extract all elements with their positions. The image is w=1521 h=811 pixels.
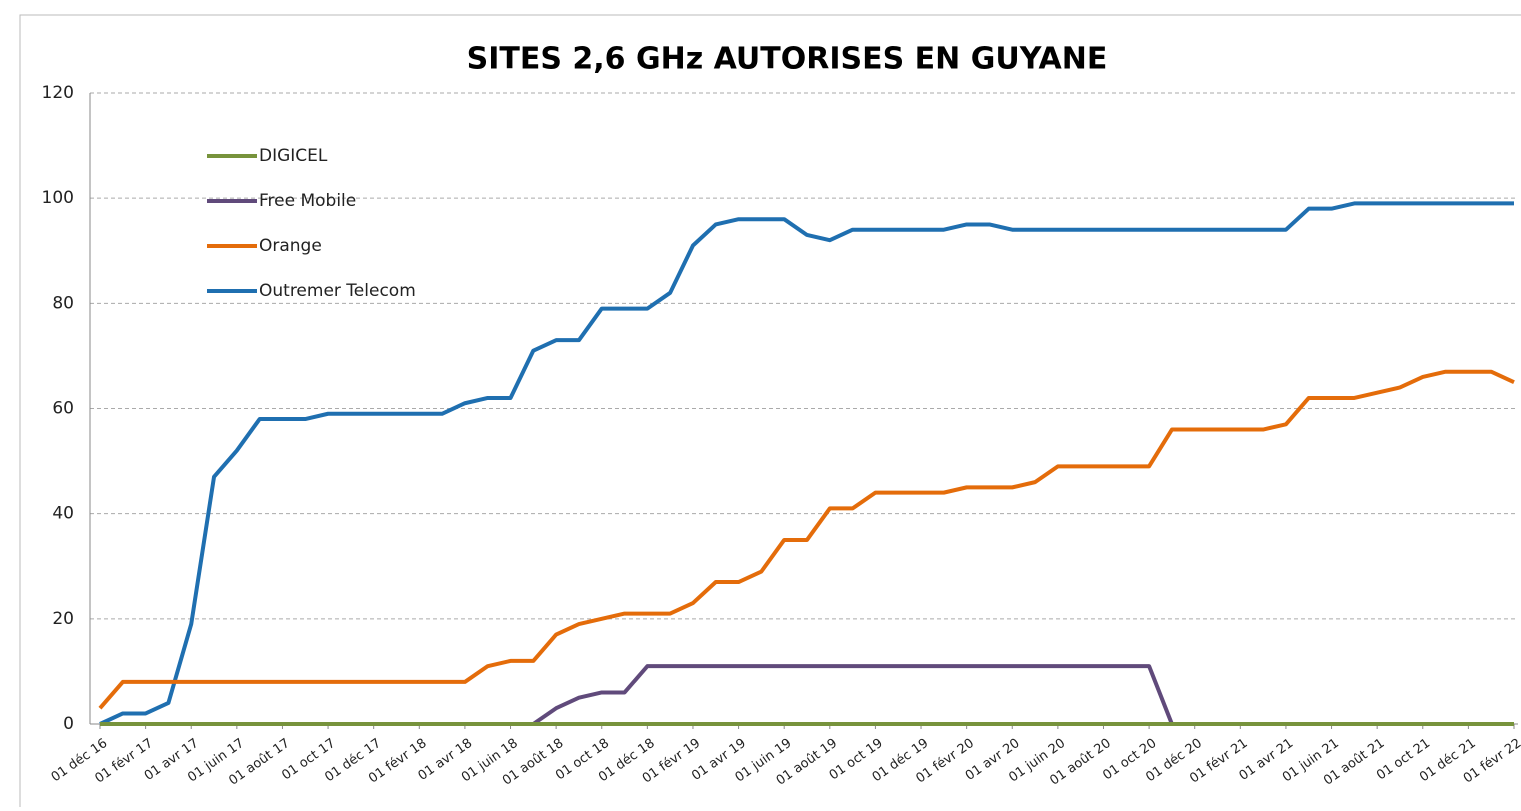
- chart-border: [19, 14, 1521, 811]
- y-tick-label: 40: [52, 504, 74, 524]
- y-tick-label: 80: [52, 293, 74, 313]
- legend-label: DIGICEL: [259, 146, 328, 166]
- series-line: [99, 201, 1514, 726]
- y-tick-label: 0: [63, 714, 74, 734]
- y-tick-label: 60: [52, 399, 74, 419]
- chart-title: SITES 2,6 GHz AUTORISES EN GUYANE: [467, 42, 1108, 77]
- y-tick-label: 100: [42, 188, 74, 208]
- legend-label: Free Mobile: [259, 191, 356, 211]
- y-tick-label: 20: [52, 609, 74, 629]
- legend-label: Orange: [259, 236, 322, 256]
- y-tick-label: 120: [42, 83, 74, 103]
- series-line: [98, 369, 1515, 710]
- legend-label: Outremer Telecom: [259, 281, 416, 301]
